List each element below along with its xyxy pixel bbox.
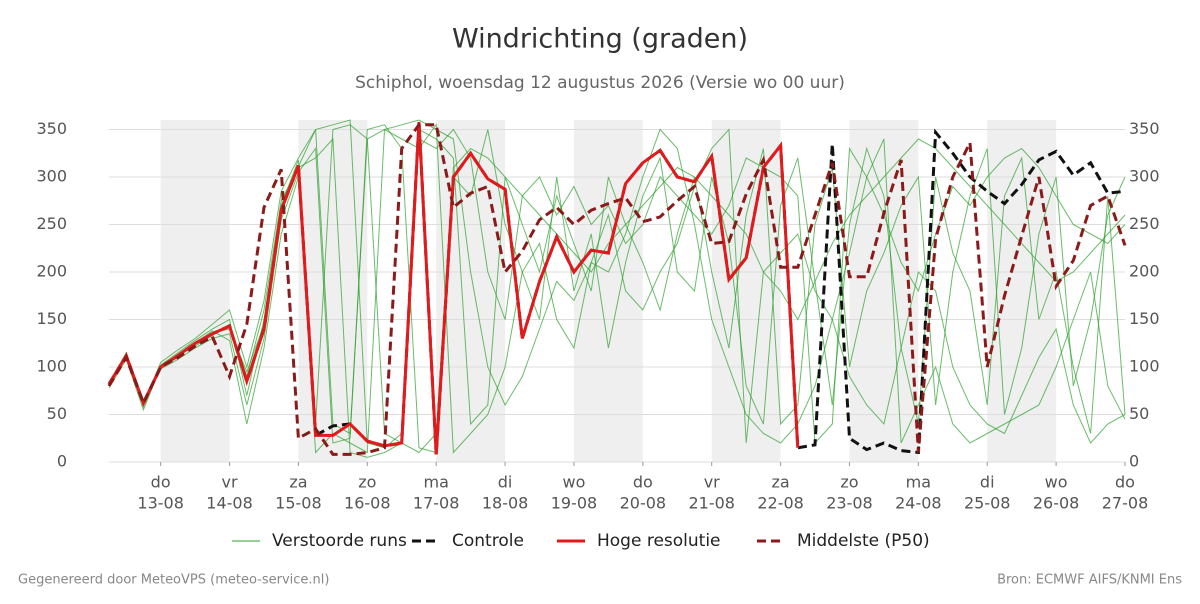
y-tick-label: 300 [36, 167, 67, 186]
legend-label: Middelste (P50) [797, 531, 930, 551]
y2-tick-label: 100 [1129, 357, 1160, 376]
legend-label: Verstoorde runs [272, 531, 407, 551]
day-shade [849, 120, 919, 462]
x-tick-date: 25-08 [964, 494, 1011, 513]
x-tick-date: 26-08 [1033, 494, 1080, 513]
y-tick-label: 0 [57, 452, 67, 471]
footer-right: Bron: ECMWF AIFS/KNMI Ens [997, 573, 1182, 588]
y-tick-label: 350 [36, 119, 67, 138]
y2-tick-label: 350 [1129, 119, 1160, 138]
x-tick-date: 14-08 [206, 494, 253, 513]
y-tick-label: 50 [47, 404, 67, 423]
ensemble-line [108, 137, 1126, 458]
x-tick-label: vr [704, 473, 720, 492]
y-tick-label: 200 [36, 262, 67, 281]
y2-tick-label: 200 [1129, 262, 1160, 281]
legend-label: Controle [452, 531, 524, 551]
x-tick-label: za [289, 473, 307, 492]
y2-tick-label: 150 [1129, 309, 1160, 328]
x-tick-label: do [1115, 473, 1135, 492]
x-tick-date: 18-08 [482, 494, 529, 513]
day-shade [160, 120, 230, 462]
x-tick-label: ma [423, 473, 448, 492]
x-tick-label: do [633, 473, 653, 492]
x-tick-label: ma [906, 473, 931, 492]
x-tick-date: 17-08 [413, 494, 460, 513]
day-shade [298, 120, 368, 462]
x-tick-label: vr [222, 473, 238, 492]
y-tick-label: 250 [36, 214, 67, 233]
y2-tick-label: 0 [1129, 452, 1139, 471]
x-tick-label: za [771, 473, 789, 492]
x-tick-label: di [498, 473, 513, 492]
x-tick-date: 20-08 [620, 494, 667, 513]
y2-tick-label: 250 [1129, 214, 1160, 233]
x-tick-label: wo [1045, 473, 1068, 492]
chart-title: Windrichting (graden) [452, 24, 748, 55]
day-shade [573, 120, 643, 462]
x-tick-label: di [980, 473, 995, 492]
series-line [107, 121, 800, 455]
x-tick-date: 27-08 [1102, 494, 1149, 513]
footer-left: Gegenereerd door MeteoVPS (meteo-service… [18, 573, 329, 588]
x-tick-date: 21-08 [688, 494, 735, 513]
y2-tick-label: 50 [1129, 404, 1149, 423]
series-line [107, 123, 1127, 456]
x-tick-label: do [151, 473, 171, 492]
legend-label: Hoge resolutie [597, 531, 721, 551]
y-tick-label: 150 [36, 309, 67, 328]
day-shade [987, 120, 1057, 462]
y2-tick-label: 300 [1129, 167, 1160, 186]
x-tick-date: 15-08 [275, 494, 322, 513]
x-tick-date: 22-08 [757, 494, 804, 513]
x-tick-date: 19-08 [551, 494, 598, 513]
x-tick-date: 24-08 [895, 494, 942, 513]
y-tick-label: 100 [36, 357, 67, 376]
x-tick-label: zo [840, 473, 858, 492]
x-tick-date: 16-08 [344, 494, 391, 513]
x-tick-date: 23-08 [826, 494, 873, 513]
x-tick-date: 13-08 [137, 494, 184, 513]
chart-subtitle: Schiphol, woensdag 12 augustus 2026 (Ver… [355, 73, 845, 93]
x-tick-label: zo [358, 473, 376, 492]
x-tick-label: wo [563, 473, 586, 492]
